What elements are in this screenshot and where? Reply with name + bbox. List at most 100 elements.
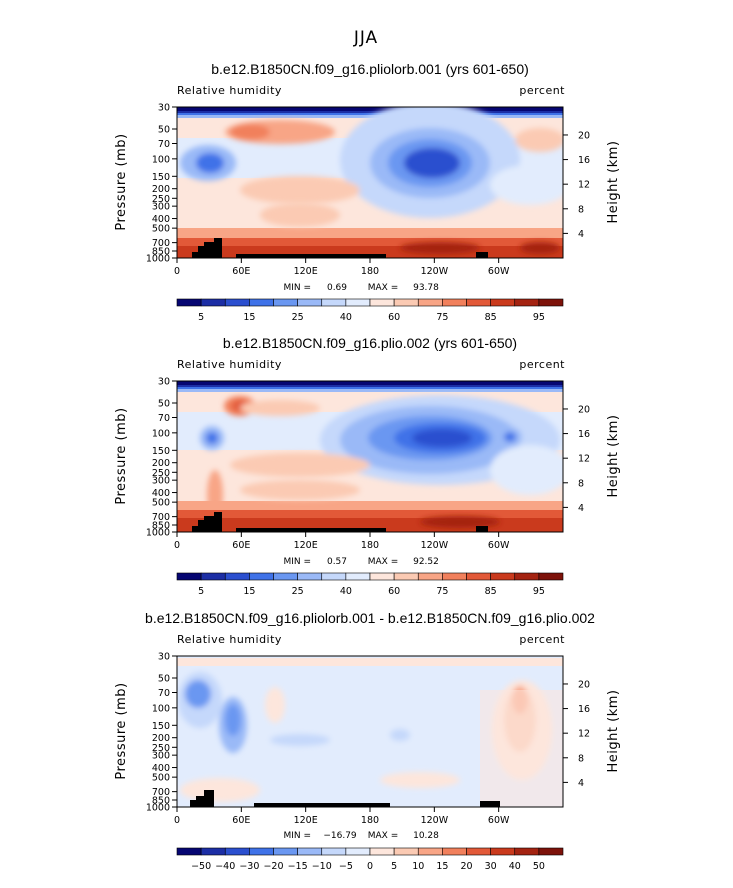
x-axis: 0 60E 120E 180 120W 60W — [174, 258, 510, 277]
colorbar-swatch — [297, 298, 323, 307]
y-right-tick-label: 16 — [578, 704, 590, 715]
colorbar-label: 95 — [533, 312, 545, 323]
colorbar-swatch — [442, 847, 467, 856]
y-right-tick-label: 20 — [578, 404, 590, 415]
colorbar-label: −5 — [339, 861, 353, 872]
y-tick-label: 200 — [152, 733, 170, 744]
y-tick-label: 70 — [158, 139, 170, 150]
colorbar-swatch — [393, 847, 419, 856]
chart-title: b.e12.B1850CN.f09_g16.pliolorb.001 (yrs … — [211, 61, 529, 77]
topography-andes — [480, 801, 500, 807]
colorbar-label: 75 — [436, 312, 448, 323]
colorbar-label: 5 — [198, 586, 204, 597]
colorbar-swatch — [393, 298, 419, 307]
colorbar-swatch — [466, 572, 491, 581]
min-label: MIN = — [283, 283, 311, 293]
colorbar-swatch — [176, 298, 202, 307]
chart-panel-3: b.e12.B1850CN.f09_g16.pliolorb.001 - b.e… — [114, 610, 621, 872]
contour-field — [177, 381, 563, 532]
colorbar-swatch — [417, 298, 443, 307]
y-axis-title: Pressure (mb) — [114, 682, 129, 779]
colorbar-swatch — [490, 572, 516, 581]
colorbar: −50 −40 −30 −20 −15 −10 −5 0 5 10 15 20 30 40 50 — [176, 847, 564, 872]
y-tick-label: 70 — [158, 413, 170, 424]
x-tick-label: 60W — [488, 540, 510, 551]
y-tick-label: 50 — [158, 124, 170, 135]
colorbar-swatch — [538, 298, 564, 307]
dry-region-core — [404, 148, 460, 178]
topography-asia — [192, 238, 222, 258]
colorbar-swatch — [273, 847, 298, 856]
y-right-tick-label: 8 — [578, 204, 584, 215]
y-tick-label: 100 — [152, 154, 170, 165]
colorbar-label: 10 — [412, 861, 424, 872]
chart-panel-2: b.e12.B1850CN.f09_g16.plio.002 (yrs 601-… — [114, 335, 621, 597]
colorbar-swatch — [224, 572, 250, 581]
colorbar-swatch — [321, 572, 347, 581]
colorbar-swatch — [345, 847, 371, 856]
y-tick-label: 700 — [152, 787, 170, 798]
y-axis-title: Pressure (mb) — [114, 133, 129, 230]
y-tick-label: 100 — [152, 703, 170, 714]
variable-label: Relative humidity — [177, 358, 282, 371]
y-tick-label: 400 — [152, 763, 170, 774]
y-tick-label: 1000 — [146, 803, 170, 814]
min-value: −16.79 — [323, 831, 357, 841]
y-tick-label: 1000 — [146, 528, 170, 539]
dry-region-core — [412, 429, 472, 447]
colorbar-label: −30 — [239, 861, 259, 872]
y-tick-label: 30 — [158, 652, 170, 663]
y-tick-label: 500 — [152, 224, 170, 235]
colorbar-swatch — [369, 847, 395, 856]
colorbar-swatch — [442, 298, 467, 307]
units-label: percent — [519, 633, 565, 646]
y-tick-label: 30 — [158, 377, 170, 388]
y-right-tick-label: 20 — [578, 679, 590, 690]
y-tick-label: 850 — [152, 796, 170, 807]
colorbar: 5 15 25 40 60 75 85 95 — [176, 572, 564, 597]
colorbar-label: 25 — [292, 586, 304, 597]
stratosphere-band — [177, 381, 563, 385]
y-tick-label: 150 — [152, 721, 170, 732]
y-tick-label: 50 — [158, 398, 170, 409]
colorbar-label: 0 — [367, 861, 373, 872]
x-tick-label: 0 — [174, 540, 180, 551]
colorbar-swatch — [466, 847, 491, 856]
min-value: 0.69 — [327, 283, 347, 293]
colorbar-swatch — [514, 847, 540, 856]
y-right-tick-label: 12 — [578, 729, 590, 740]
topography-asia — [192, 512, 222, 532]
y-tick-label: 70 — [158, 688, 170, 699]
colorbar-swatch — [224, 847, 250, 856]
colorbar-swatch — [176, 572, 202, 581]
colorbar-label: 75 — [436, 586, 448, 597]
colorbar-label: 40 — [340, 586, 352, 597]
colorbar-swatch — [514, 298, 540, 307]
y-right-tick-label: 4 — [578, 503, 584, 514]
x-tick-label: 60W — [488, 815, 510, 826]
chart-title: b.e12.B1850CN.f09_g16.pliolorb.001 - b.e… — [145, 610, 595, 626]
colorbar-label: 40 — [340, 312, 352, 323]
x-tick-label: 120E — [294, 815, 318, 826]
colorbar-swatch — [417, 847, 443, 856]
colorbar-label: −20 — [263, 861, 283, 872]
colorbar-swatch — [345, 298, 371, 307]
colorbar-swatch — [200, 572, 226, 581]
y-tick-label: 1000 — [146, 254, 170, 265]
max-value: 93.78 — [413, 283, 439, 293]
x-tick-label: 60E — [232, 540, 250, 551]
y-axis-right-title: Height (km) — [606, 690, 621, 773]
y-tick-label: 400 — [152, 488, 170, 499]
page-title: JJA — [353, 28, 378, 48]
x-axis: 0 60E 120E 180 120W 60W — [174, 532, 510, 551]
y-tick-label: 250 — [152, 468, 170, 479]
colorbar-label: 50 — [533, 861, 545, 872]
y-tick-label: 400 — [152, 214, 170, 225]
colorbar-label: −50 — [191, 861, 211, 872]
colorbar-swatch — [466, 298, 491, 307]
min-value: 0.57 — [327, 557, 347, 567]
colorbar-swatch — [321, 298, 347, 307]
y-right-tick-label: 8 — [578, 478, 584, 489]
y-right-tick-label: 16 — [578, 429, 590, 440]
colorbar-swatch — [369, 572, 395, 581]
